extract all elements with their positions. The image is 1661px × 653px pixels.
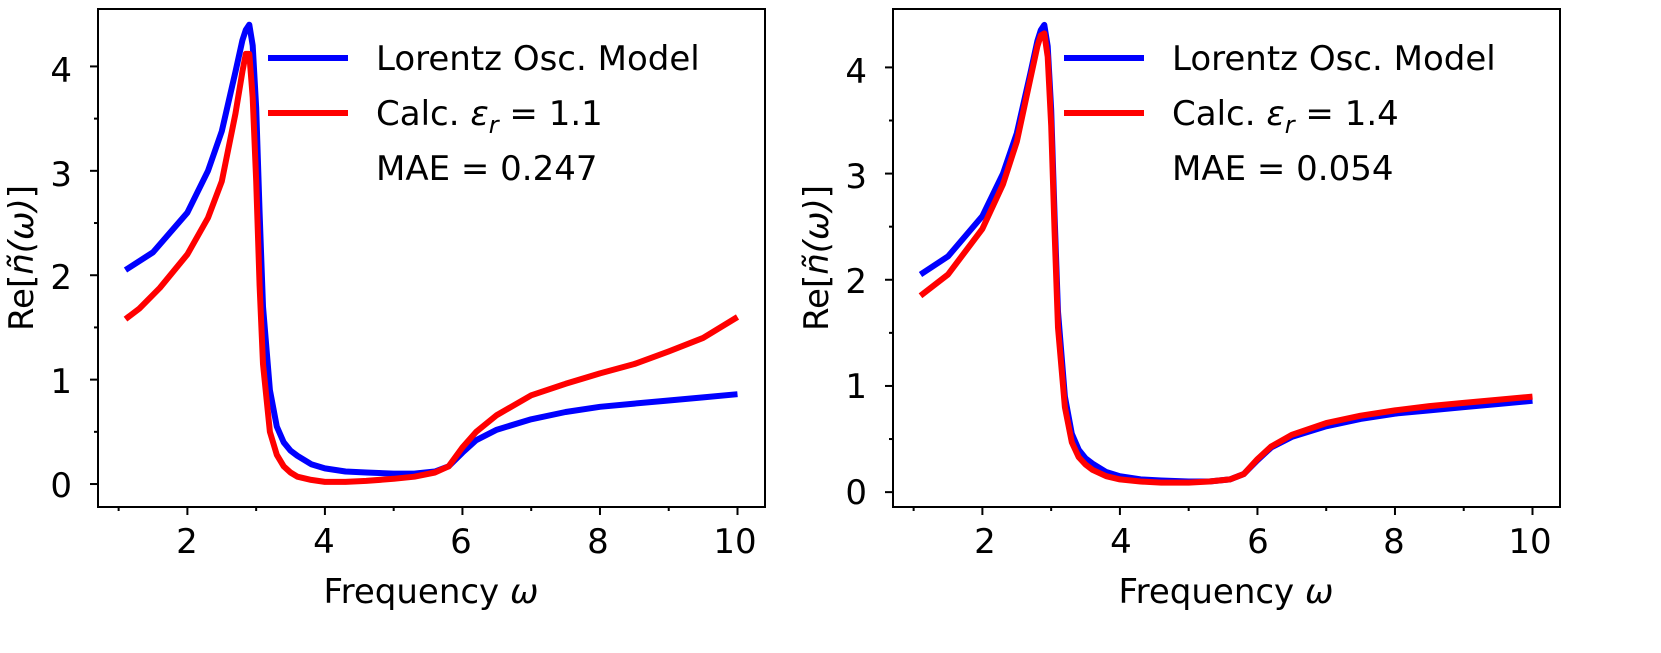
right-x-tick-label: 8: [1383, 522, 1405, 562]
left-y-tick-label: 0: [50, 466, 72, 506]
left-y-axis-label: Re[ñ(ω)]: [2, 185, 42, 331]
left-y-tick-label: 2: [50, 258, 72, 298]
right-x-tick-label: 10: [1508, 522, 1551, 562]
right-mae-annotation: MAE = 0.054: [1172, 149, 1394, 189]
left-x-tick-label: 10: [713, 522, 756, 562]
left-x-tick-label: 2: [176, 522, 198, 562]
right-legend-label-calc: Calc. εr = 1.4: [1172, 94, 1399, 139]
right-y-tick-label: 0: [845, 473, 867, 513]
left-legend: Lorentz Osc. Model Calc. εr = 1.1 MAE = …: [268, 39, 700, 189]
left-x-axis-label: Frequency ω: [324, 572, 539, 612]
left-x-tick-labels: 2 4 6 8 10: [176, 522, 756, 562]
right-plot-frame: [892, 8, 1561, 508]
left-x-tick-label: 6: [450, 522, 472, 562]
right-y-tick-label: 3: [845, 157, 867, 197]
right-y-tick-labels: 0 1 2 3 4: [845, 52, 867, 513]
left-plot-frame: [97, 8, 766, 508]
right-legend: Lorentz Osc. Model Calc. εr = 1.4 MAE = …: [1064, 39, 1496, 189]
right-x-axis-label: Frequency ω: [1119, 572, 1334, 612]
right-y-tick-layer: [885, 66, 893, 494]
right-series-line-calc: [918, 30, 1533, 486]
right-chart-panel: 2 4 6 8 10 0 1 2 3 4 Frequency ω Re[ñ(ω)…: [797, 8, 1561, 612]
left-x-tick-label: 8: [587, 522, 609, 562]
left-y-tick-label: 3: [50, 155, 72, 195]
left-legend-label-lorentz: Lorentz Osc. Model: [376, 39, 700, 79]
left-y-tick-layer: [90, 65, 98, 486]
right-x-tick-layer: [912, 507, 1534, 515]
right-x-tick-labels: 2 4 6 8 10: [974, 522, 1551, 562]
right-x-tick-label: 4: [1110, 522, 1132, 562]
right-x-tick-label: 2: [974, 522, 996, 562]
right-legend-label-lorentz: Lorentz Osc. Model: [1172, 39, 1496, 79]
right-x-tick-label: 6: [1247, 522, 1269, 562]
left-y-tick-labels: 0 1 2 3 4: [50, 51, 72, 506]
right-y-axis-label: Re[ñ(ω)]: [797, 185, 837, 331]
left-y-tick-label: 4: [50, 51, 72, 91]
left-chart-panel: 2 4 6 8 10 0 1 2 3 4 Frequency ω Re[ñ(ω)…: [2, 8, 766, 612]
left-series-line-lorentz: [123, 21, 738, 477]
left-x-tick-layer: [117, 507, 739, 515]
left-x-tick-label: 4: [313, 522, 335, 562]
right-y-tick-label: 1: [845, 367, 867, 407]
right-y-tick-label: 4: [845, 52, 867, 92]
left-series-layer: [123, 21, 740, 485]
left-mae-annotation: MAE = 0.247: [376, 149, 598, 189]
left-series-line-calc: [123, 50, 740, 485]
right-y-tick-label: 2: [845, 262, 867, 302]
left-y-tick-label: 1: [50, 362, 72, 402]
left-legend-label-calc: Calc. εr = 1.1: [376, 94, 603, 139]
right-series-layer: [918, 21, 1533, 486]
